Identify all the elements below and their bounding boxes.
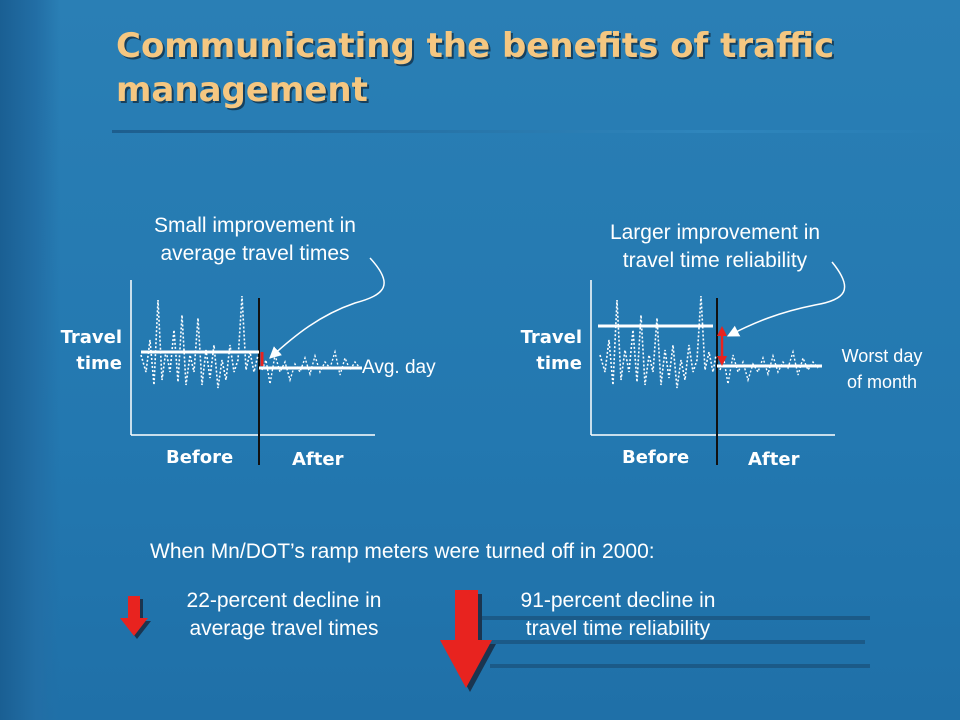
worst-day-line1: Worst day — [841, 346, 923, 366]
right-y-axis-label: Travel time — [490, 325, 582, 377]
left-travel-time-chart — [130, 257, 385, 465]
right-before-label: Before — [622, 447, 690, 468]
slide-title: Communicating the benefits of traffic ma… — [116, 26, 835, 110]
stat2-line2: travel time reliability — [525, 617, 711, 640]
right-ylabel-line1: Travel — [520, 327, 582, 348]
decorative-stripe-3 — [490, 664, 870, 668]
decorative-stripe-2 — [480, 640, 865, 644]
right-after-series — [719, 349, 819, 385]
left-ylabel-line1: Travel — [60, 327, 122, 348]
right-change-arrowhead-up — [717, 326, 727, 336]
right-change-arrowhead-down — [717, 356, 727, 366]
title-divider — [112, 130, 960, 133]
right-travel-time-chart — [590, 261, 846, 465]
right-before-series — [599, 295, 717, 389]
stat-reliability: 91-percent decline in travel time reliab… — [478, 587, 758, 643]
decorative-stripe-1 — [460, 616, 870, 620]
left-caption-line2: average travel times — [160, 242, 350, 265]
stat1-line2: average travel times — [189, 617, 379, 640]
callout-arrow-icon — [269, 257, 385, 359]
right-caption-line1: Larger improvement in — [609, 221, 821, 244]
left-y-axis-label: Travel time — [30, 325, 122, 377]
stat1-line1: 22-percent decline in — [186, 589, 382, 612]
right-caption-line2: travel time reliability — [622, 249, 808, 272]
worst-day-label: Worst day of month — [822, 343, 942, 395]
right-ylabel-line2: time — [536, 353, 582, 374]
summary-heading: When Mn/DOT’s ramp meters were turned of… — [150, 540, 655, 563]
stat2-line1: 91-percent decline in — [520, 589, 716, 612]
left-before-label: Before — [166, 447, 234, 468]
large-down-arrow-icon — [440, 590, 496, 692]
left-caption: Small improvement in average travel time… — [100, 212, 410, 268]
stat-average-travel: 22-percent decline in average travel tim… — [150, 587, 418, 643]
left-caption-line1: Small improvement in — [154, 214, 356, 237]
left-ylabel-line2: time — [76, 353, 122, 374]
left-after-series — [261, 349, 361, 385]
left-before-series — [140, 295, 259, 389]
left-after-label: After — [292, 449, 344, 470]
right-caption: Larger improvement in travel time reliab… — [560, 219, 870, 275]
avg-day-label: Avg. day — [362, 357, 436, 378]
small-down-arrow-icon — [120, 596, 151, 639]
callout-arrow-icon — [726, 261, 846, 337]
right-after-label: After — [748, 449, 800, 470]
worst-day-line2: of month — [846, 372, 918, 392]
left-decorative-band — [0, 0, 60, 720]
